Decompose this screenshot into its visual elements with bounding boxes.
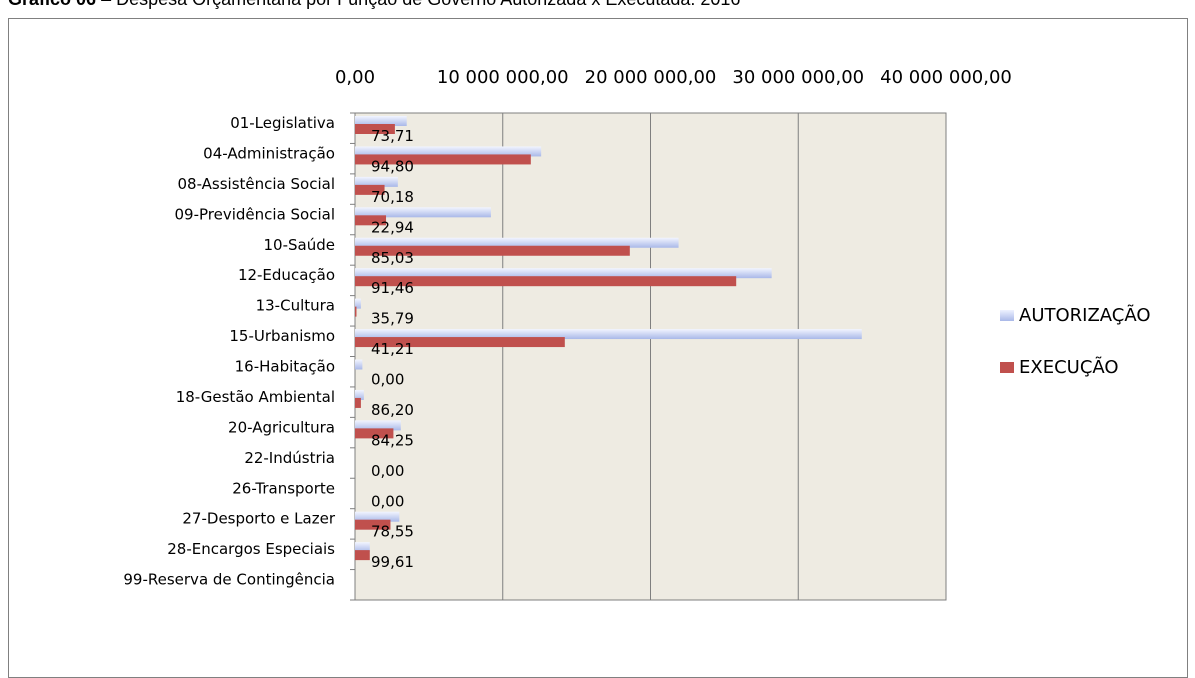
- data-label: 86,20: [371, 401, 414, 419]
- x-tick-label: 10 000 000,00: [437, 67, 569, 88]
- legend-swatch-execucao: [1000, 361, 1014, 373]
- category-label: 08-Assistência Social: [177, 175, 335, 193]
- data-label: 22,94: [371, 218, 414, 236]
- legend-label-autorizacao: AUTORIZAÇÃO: [1019, 304, 1151, 326]
- bar-execucao: [355, 428, 394, 439]
- legend-item-execucao: EXECUÇÃO: [1000, 352, 1151, 382]
- category-label: 18-Gestão Ambiental: [176, 388, 335, 406]
- data-label: 91,46: [371, 279, 414, 297]
- chart-caption: Gráfico 06 – Despesa Orçamentária por Fu…: [8, 0, 740, 10]
- category-label: 01-Legislativa: [230, 114, 335, 132]
- x-tick-label: 20 000 000,00: [585, 67, 717, 88]
- bar-autorizacao: [355, 207, 491, 218]
- category-label: 20-Agricultura: [228, 418, 335, 436]
- data-label: 85,03: [371, 249, 414, 267]
- bar-execucao: [355, 124, 395, 134]
- bar-autorizacao: [355, 237, 679, 248]
- x-tick-label: 0,00: [335, 67, 375, 88]
- bar-autorizacao: [355, 542, 370, 553]
- data-label: 0,00: [371, 462, 404, 480]
- x-tick-label: 40 000 000,00: [880, 67, 1012, 88]
- caption-prefix: Gráfico 06: [8, 0, 96, 9]
- category-label: 13-Cultura: [256, 297, 335, 315]
- category-label: 99-Reserva de Contingência: [123, 571, 335, 589]
- bar-autorizacao: [355, 268, 772, 279]
- bar-chart: 0,00 10 000 000,00 20 000 000,00 30 000 000…: [123, 67, 1012, 601]
- legend-label-execucao: EXECUÇÃO: [1019, 356, 1119, 378]
- bar-execucao: [355, 184, 385, 195]
- category-label: 04-Administração: [203, 144, 335, 162]
- bar-autorizacao: [355, 420, 401, 431]
- data-label: 0,00: [371, 371, 404, 389]
- category-label: 27-Desporto e Lazer: [182, 510, 335, 528]
- data-label: 41,21: [371, 340, 414, 358]
- bar-execucao: [355, 276, 737, 287]
- caption-text: – Despesa Orçamentária por Função de Gov…: [101, 0, 740, 9]
- bar-execucao: [355, 337, 565, 348]
- category-label: 28-Encargos Especiais: [167, 540, 335, 558]
- bar-autorizacao: [355, 511, 400, 522]
- category-label: 10-Saúde: [264, 236, 335, 254]
- bar-execucao: [355, 397, 361, 408]
- bar-execucao: [355, 519, 391, 530]
- data-label: 84,25: [371, 431, 414, 449]
- data-label: 0,00: [371, 492, 404, 510]
- bar-execucao: [355, 306, 357, 317]
- bar-autorizacao: [355, 176, 398, 187]
- bar-execucao: [355, 245, 630, 256]
- legend-swatch-autorizacao: [1000, 309, 1014, 321]
- category-label: 16-Habitação: [235, 358, 335, 376]
- data-label: 35,79: [371, 310, 414, 328]
- bar-execucao: [355, 154, 531, 165]
- bar-autorizacao: [355, 116, 407, 126]
- bar-autorizacao: [355, 389, 364, 400]
- bar-execucao: [355, 215, 387, 226]
- chart-legend: AUTORIZAÇÃO EXECUÇÃO: [1000, 300, 1151, 404]
- bar-execucao: [355, 550, 370, 561]
- data-label: 99,61: [371, 553, 414, 571]
- category-label: 09-Previdência Social: [175, 205, 336, 223]
- data-label: 94,80: [371, 157, 414, 175]
- data-label: 78,55: [371, 523, 414, 541]
- data-label: 70,18: [371, 188, 414, 206]
- category-label: 12-Educação: [238, 266, 335, 284]
- category-label: 22-Indústria: [244, 449, 335, 467]
- category-label: 15-Urbanismo: [229, 327, 335, 345]
- bar-autorizacao: [355, 329, 862, 340]
- legend-item-autorizacao: AUTORIZAÇÃO: [1000, 300, 1151, 330]
- category-label: 26-Transporte: [232, 479, 335, 497]
- data-label: 73,71: [371, 127, 414, 145]
- x-tick-label: 30 000 000,00: [732, 67, 864, 88]
- bar-autorizacao: [355, 359, 363, 370]
- bar-autorizacao: [355, 146, 542, 157]
- bar-autorizacao: [355, 298, 361, 309]
